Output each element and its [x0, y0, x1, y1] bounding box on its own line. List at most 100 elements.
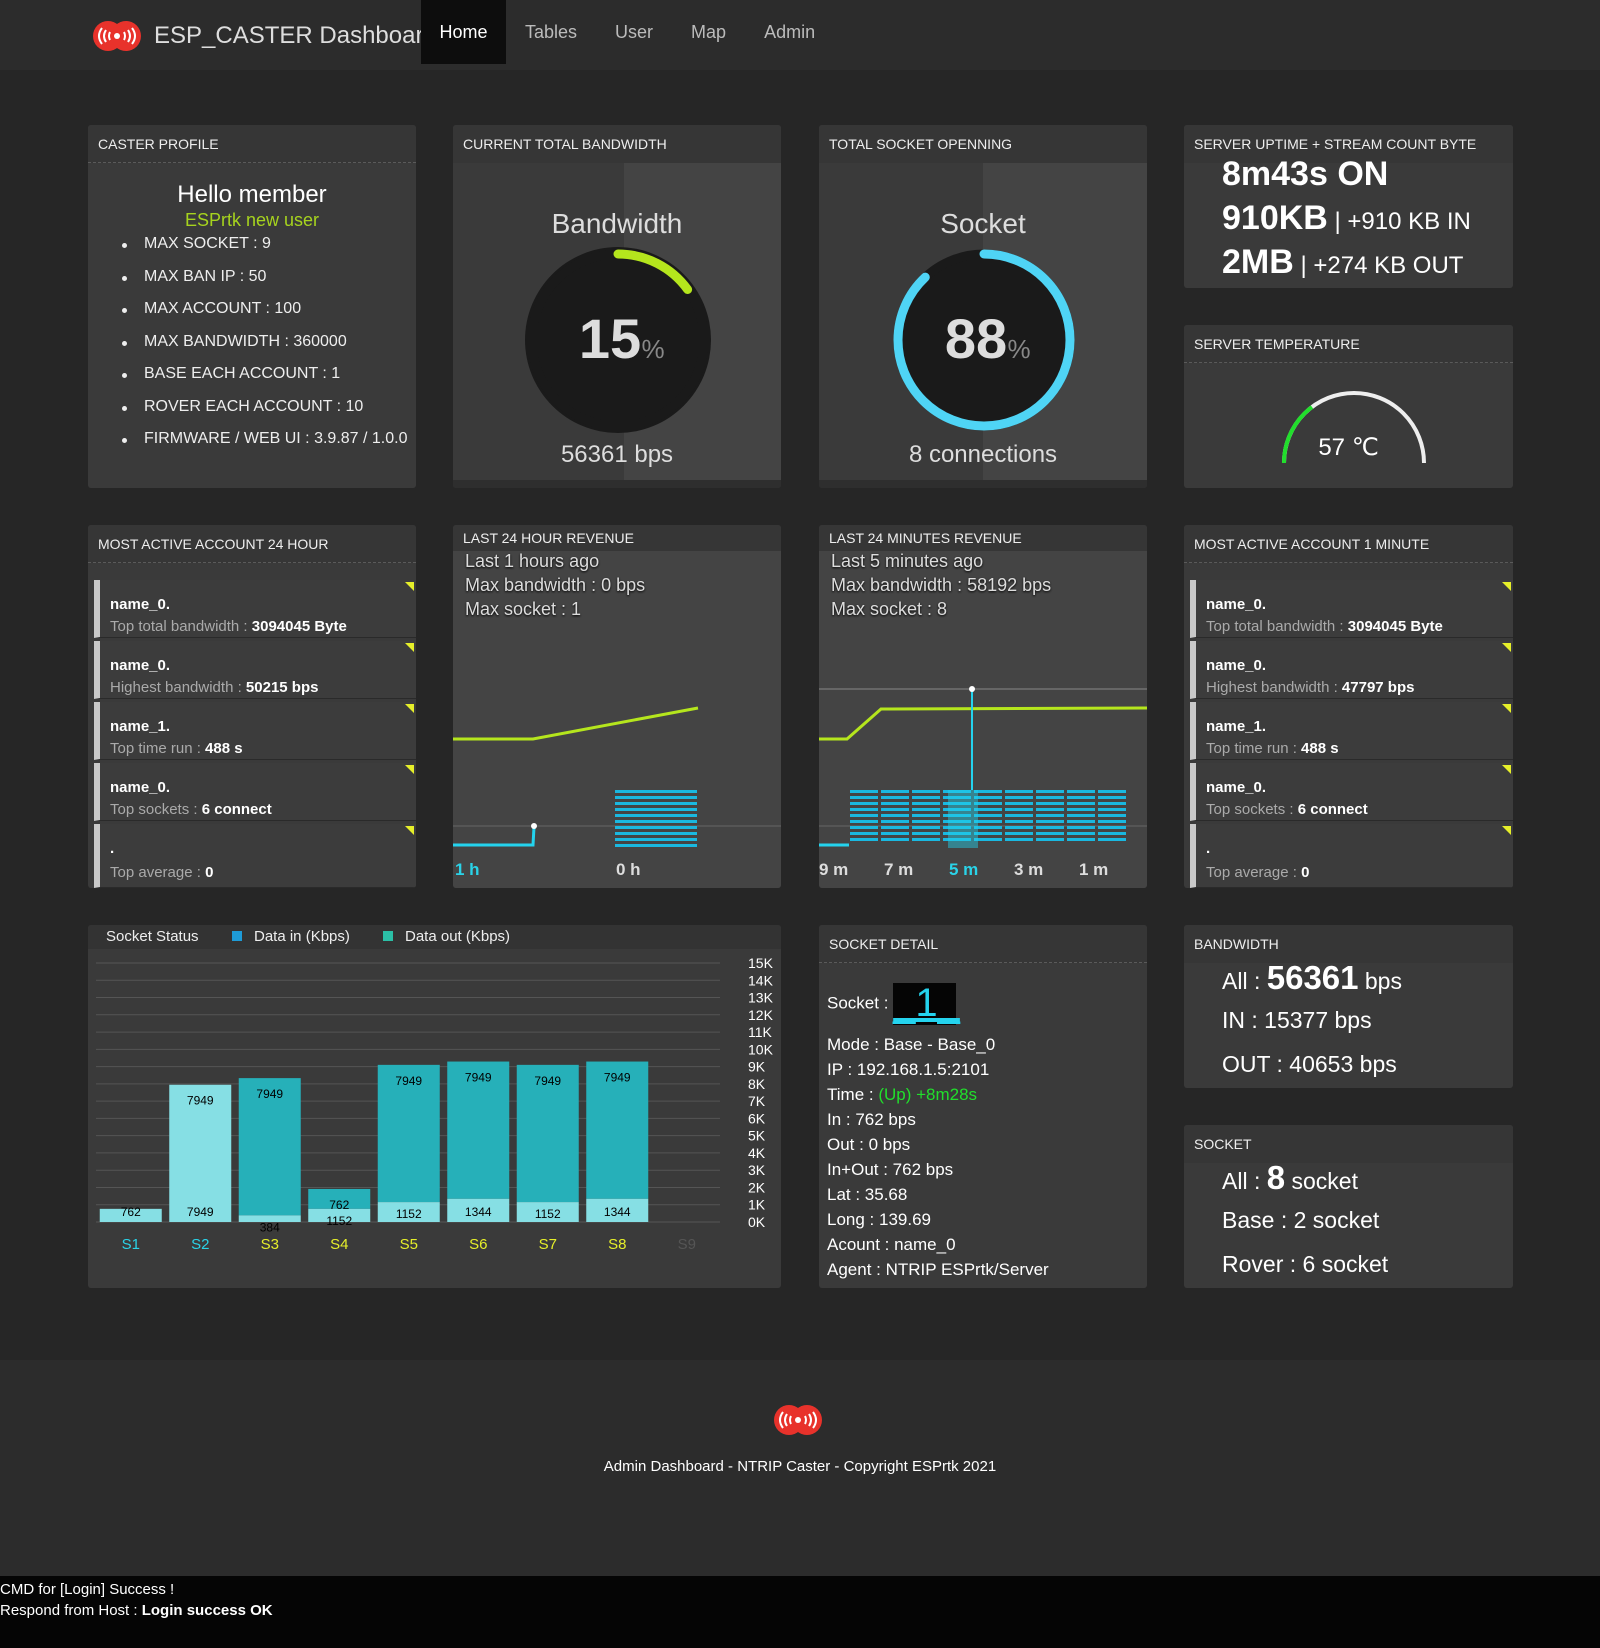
- nav-home[interactable]: Home: [421, 0, 506, 64]
- legend-in[interactable]: Data in (Kbps): [232, 928, 350, 945]
- y-tick-label: 1K: [748, 1197, 766, 1213]
- list-item[interactable]: . Top average : 0: [1190, 824, 1513, 888]
- revenue-bar-segment: [912, 802, 940, 805]
- revenue-bar-segment: [850, 832, 878, 835]
- revenue-bar-segment: [881, 820, 909, 823]
- bar-data-in: [586, 1198, 649, 1222]
- bandwidth-out: OUT : 40653 bps: [1222, 1051, 1397, 1077]
- data-label: 7949: [465, 1071, 492, 1085]
- axis-label: 1 m: [1079, 860, 1108, 879]
- revenue-bar-segment: [912, 790, 940, 793]
- data-label: 1152: [396, 1207, 422, 1221]
- panel-header: SERVER TEMPERATURE: [1184, 325, 1513, 363]
- revenue-bar-segment: [974, 832, 1002, 835]
- x-tick-label: S6: [469, 1236, 487, 1253]
- list-item[interactable]: name_0. Top total bandwidth : 3094045 Byt…: [1190, 580, 1513, 638]
- list-item: MAX ACCOUNT : 100: [122, 300, 407, 333]
- revenue-bar-segment: [850, 802, 878, 805]
- detail-account: Acount : name_0: [827, 1235, 956, 1254]
- list-item: MAX SOCKET : 9: [122, 235, 407, 268]
- list-item[interactable]: name_0. Top sockets : 6 connect: [1190, 763, 1513, 821]
- revenue-bar-segment: [1005, 820, 1033, 823]
- cmd-response: Respond from Host : Login success OK: [0, 1602, 273, 1619]
- revenue-bar-segment: [1036, 820, 1064, 823]
- revenue-bar-segment: [1098, 832, 1126, 835]
- nav-admin[interactable]: Admin: [764, 22, 816, 42]
- y-tick-label: 0K: [748, 1214, 766, 1230]
- list-item[interactable]: name_1. Top time run : 488 s: [1190, 702, 1513, 760]
- revenue-bar-segment: [1005, 802, 1033, 805]
- temperature-gauge: [1282, 391, 1426, 464]
- revenue-bar-segment: [1036, 826, 1064, 829]
- temperature-panel: SERVER TEMPERATURE 57 ℃: [1184, 325, 1513, 488]
- revenue-bar-segment: [1036, 808, 1064, 811]
- y-tick-label: 15K: [748, 955, 774, 971]
- bar-data-out: [516, 1064, 579, 1203]
- data-label: 7949: [256, 1087, 283, 1101]
- list-item[interactable]: . Top average : 0: [94, 824, 416, 888]
- chart-title: Socket Status: [106, 928, 199, 945]
- y-tick-label: 7K: [748, 1093, 766, 1109]
- detail-long: Long : 139.69: [827, 1210, 931, 1229]
- detail-mode: Mode : Base - Base_0: [827, 1035, 996, 1054]
- user-type: ESPrtk new user: [184, 210, 320, 230]
- bar-data-in: [308, 1208, 371, 1222]
- axis-label: 7 m: [884, 860, 913, 879]
- revenue-bar-segment: [974, 790, 1002, 793]
- socket-gauge-panel: TOTAL SOCKET OPENNING Socket 88 % 8 conn…: [819, 125, 1147, 488]
- revenue-bar-segment: [1005, 790, 1033, 793]
- y-tick-label: 8K: [748, 1076, 766, 1092]
- bandwidth-all: All : 56361 bps: [1222, 959, 1402, 996]
- revenue-bar-segment: [1098, 820, 1126, 823]
- data-label: 7949: [604, 1071, 631, 1085]
- revenue-bar-segment: [1098, 838, 1126, 841]
- bandwidth-in: IN : 15377 bps: [1222, 1007, 1372, 1033]
- gauge-value: 56361 bps: [560, 441, 674, 468]
- brand[interactable]: ESP_CASTER Dashboard: [88, 16, 437, 56]
- nav-user[interactable]: User: [615, 22, 654, 42]
- revenue-bar-segment: [850, 820, 878, 823]
- bar-data-in: [99, 1208, 162, 1222]
- list-item[interactable]: name_0. Highest bandwidth : 47797 bps: [1190, 641, 1513, 699]
- footer-text: Admin Dashboard - NTRIP Caster - Copyrig…: [603, 1458, 997, 1475]
- top-navbar: ESP_CASTER Dashboard Home Tables User Ma…: [0, 0, 1600, 70]
- list-item[interactable]: name_1. Top time run : 488 s: [94, 702, 416, 760]
- list-item: MAX BANDWIDTH : 360000: [122, 333, 407, 366]
- list-item[interactable]: name_0. Highest bandwidth : 50215 bps: [94, 641, 416, 699]
- y-tick-label: 10K: [748, 1041, 774, 1057]
- list-item[interactable]: name_0. Top sockets : 6 connect: [94, 763, 416, 821]
- data-label: 7949: [395, 1074, 422, 1088]
- bar-data-in: [516, 1202, 579, 1222]
- revenue-bar-segment: [1067, 814, 1095, 817]
- revenue-bar-segment: [1036, 796, 1064, 799]
- stream-out: 2MB | +274 KB OUT: [1222, 243, 1464, 281]
- y-tick-label: 12K: [748, 1007, 774, 1023]
- revenue-bar-segment: [881, 826, 909, 829]
- list-item[interactable]: name_0. Top total bandwidth : 3094045 Byt…: [94, 580, 416, 638]
- nav-tables[interactable]: Tables: [525, 22, 578, 42]
- nav-map[interactable]: Map: [691, 22, 727, 42]
- axis-label: 3 m: [1014, 860, 1043, 879]
- gauge-percent: 88: [945, 307, 1007, 370]
- legend-out[interactable]: Data out (Kbps): [383, 928, 510, 945]
- x-tick-label: S4: [330, 1236, 348, 1253]
- revenue-bar-segment: [1005, 814, 1033, 817]
- detail-in: In : 762 bps: [827, 1110, 916, 1129]
- axis-label: 1 h: [455, 860, 480, 879]
- bar-data-out: [238, 1078, 301, 1216]
- revenue-bar-segment: [881, 814, 909, 817]
- revenue-bar-segment: [1067, 832, 1095, 835]
- revenue-bar-segment: [974, 820, 1002, 823]
- axis-label: 5 m: [949, 860, 978, 879]
- revenue-bar-segment: [1067, 802, 1095, 805]
- data-label: 384: [260, 1220, 280, 1234]
- revenue-bar-segment: [1098, 790, 1126, 793]
- detail-out: Out : 0 bps: [827, 1135, 911, 1154]
- revenue-bar-segment: [912, 838, 940, 841]
- socket-number[interactable]: _1_: [893, 981, 960, 1025]
- panel-header: SOCKET: [1184, 1125, 1513, 1163]
- greeting: Hello member: [177, 181, 327, 208]
- y-tick-label: 5K: [748, 1128, 766, 1144]
- revenue-24h-panel: LAST 24 HOUR REVENUE 1 h 0 h Last 1 hour…: [453, 525, 781, 888]
